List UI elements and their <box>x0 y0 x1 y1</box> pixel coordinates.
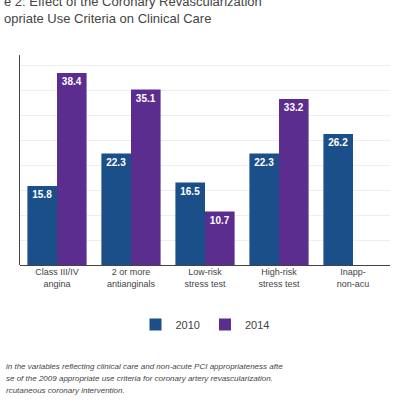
svg-text:33.2: 33.2 <box>284 102 304 113</box>
svg-text:Low-riskstress test: Low-riskstress test <box>184 267 226 289</box>
svg-text:rcutaneous coronary interventi: rcutaneous coronary intervention. <box>6 386 125 395</box>
svg-text:e 2: Effect of the Coronary Re: e 2: Effect of the Coronary Revasculariz… <box>4 0 262 26</box>
svg-text:2010: 2010 <box>176 319 200 331</box>
svg-text:15.8: 15.8 <box>32 189 52 200</box>
svg-text:22.3: 22.3 <box>254 157 274 168</box>
svg-text:35.1: 35.1 <box>136 93 156 104</box>
svg-text:High-riskstress test: High-riskstress test <box>258 267 300 289</box>
svg-text:se of the 2009 appropriate use: se of the 2009 appropriate use criteria … <box>6 374 273 383</box>
svg-text:26.2: 26.2 <box>328 137 348 148</box>
svg-text:10.7: 10.7 <box>210 215 230 226</box>
svg-text:2014: 2014 <box>245 319 269 331</box>
svg-text:2 or moreantianginals: 2 or moreantianginals <box>107 267 156 289</box>
svg-text:16.5: 16.5 <box>180 186 200 197</box>
svg-text:Class III/IVangina: Class III/IVangina <box>35 267 79 289</box>
svg-text:Inapp-non-acu: Inapp-non-acu <box>337 267 370 289</box>
svg-text:in the variables reflecting cl: in the variables reflecting clinical car… <box>6 362 283 371</box>
svg-text:38.4: 38.4 <box>62 76 82 87</box>
svg-text:22.3: 22.3 <box>106 157 126 168</box>
